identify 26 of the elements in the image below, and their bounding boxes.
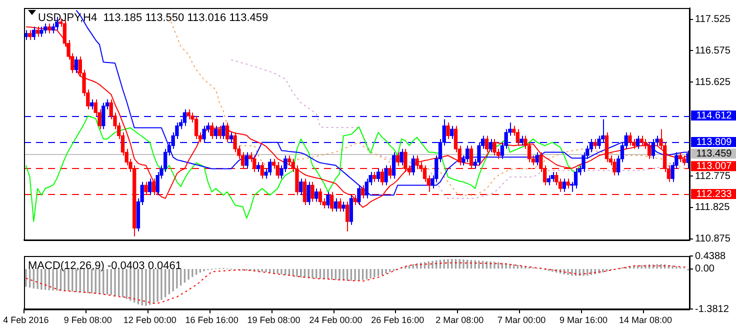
y-tick-label: 112.775 <box>695 170 731 182</box>
x-tick-label: 16 Feb 16:00 <box>185 315 238 326</box>
chart-title: MACD(12,26,9) -0.0403 0.0461 <box>28 260 182 272</box>
x-tick-label: 7 Mar 00:00 <box>498 315 546 326</box>
y-tick-label: -1.3812 <box>695 304 730 315</box>
y-tick-label: 110.875 <box>695 234 731 245</box>
y-tick-label: 117.525 <box>695 14 731 26</box>
x-tick-label: 12 Feb 00:00 <box>123 315 176 326</box>
y-tick-label: 0.4388 <box>695 250 726 262</box>
ref-line-label: 112.233 <box>696 188 732 200</box>
x-tick-label: 9 Mar 16:00 <box>560 315 608 326</box>
y-tick-label: 116.575 <box>695 45 731 56</box>
y-tick-label: 111.825 <box>695 202 730 214</box>
x-tick-label: 14 Mar 08:00 <box>618 315 672 326</box>
x-tick-label: 2 Mar 08:00 <box>436 315 484 326</box>
x-tick-label: 26 Feb 16:00 <box>371 315 424 326</box>
x-tick-label: 9 Feb 08:00 <box>64 315 112 326</box>
ref-line-label: 114.612 <box>696 110 732 122</box>
x-tick-label: 19 Feb 08:00 <box>247 315 300 326</box>
ref-line-label: 113.809 <box>696 136 732 148</box>
x-tick-label: 24 Feb 00:00 <box>309 315 362 326</box>
ref-line-label: 113.459 <box>696 148 732 160</box>
y-tick-label: 115.625 <box>695 76 731 88</box>
y-tick-label: 0.00 <box>695 264 715 275</box>
ref-line-label: 113.007 <box>696 160 732 172</box>
x-tick-label: 4 Feb 2016 <box>3 315 49 326</box>
